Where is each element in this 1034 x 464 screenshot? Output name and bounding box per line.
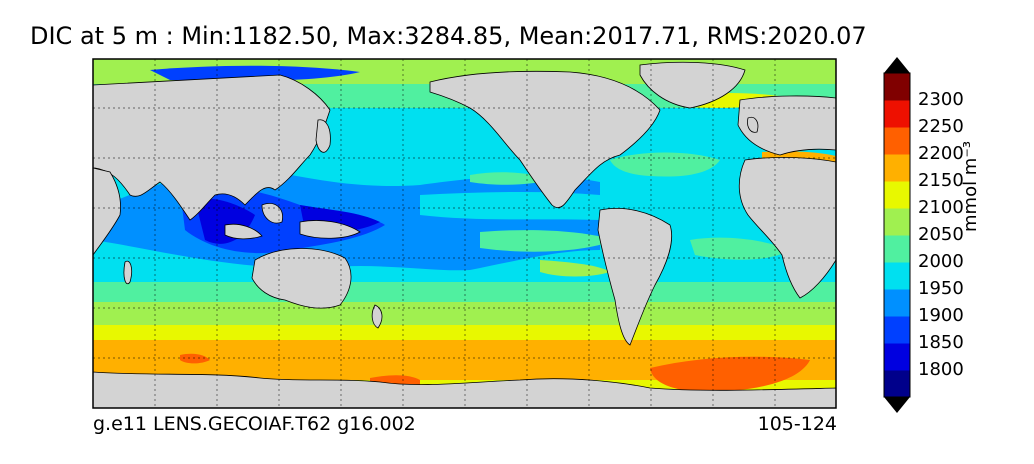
- colorbar-unit-label: mmol m⁻³: [960, 140, 981, 232]
- southern-ocean-patch-1: [180, 353, 210, 364]
- colorbar-segment: [884, 208, 910, 236]
- graticule: [93, 59, 836, 408]
- north-america: [429, 70, 661, 209]
- footer-year-range: 105-124: [757, 413, 837, 435]
- colorbar-segment: [884, 316, 910, 344]
- cold-tongue: [420, 191, 600, 220]
- sumatra-java: [224, 223, 263, 240]
- arctic-shelf: [150, 65, 360, 82]
- new-zealand: [371, 304, 383, 329]
- colorbar-tick-label: 2000: [918, 251, 964, 272]
- colorbar-segment: [884, 100, 910, 128]
- new-guinea: [299, 220, 361, 239]
- colorbar-tick-label: 2300: [918, 89, 964, 110]
- map-frame: [92, 58, 837, 409]
- colorbar-segment: [884, 289, 910, 317]
- colorbar-segment: [884, 154, 910, 182]
- south-america: [597, 207, 673, 346]
- europe: [737, 95, 836, 156]
- colorbar-tick-label: 1850: [918, 332, 964, 353]
- british-isles: [747, 116, 759, 133]
- colorbar-segment: [884, 370, 910, 398]
- southeast-pacific-high: [540, 260, 610, 277]
- map-title: DIC at 5 m : Min:1182.50, Max:3284.85, M…: [30, 22, 867, 50]
- colorbar-segment: [884, 73, 910, 101]
- colorbar-tick-label: 2150: [918, 170, 964, 191]
- colorbar-tick-label: 2050: [918, 224, 964, 245]
- north-atlantic-gyre: [610, 152, 720, 177]
- africa-east-edge: [93, 167, 121, 256]
- greenland: [639, 61, 746, 109]
- colorbar-segment: [884, 262, 910, 290]
- colorbar-segment: [884, 181, 910, 209]
- australia: [251, 248, 352, 309]
- colorbar-tick-label: 1900: [918, 305, 964, 326]
- borneo: [261, 203, 283, 224]
- colorbar-frame: [883, 72, 911, 398]
- weddell-sea: [650, 356, 810, 392]
- colorbar-segment: [884, 343, 910, 371]
- colorbar-tick-label: 2250: [918, 116, 964, 137]
- colorbar-max-extension: [884, 57, 910, 73]
- colorbar-tick-label: 1950: [918, 278, 964, 299]
- colorbar-segment: [884, 127, 910, 155]
- colorbar: [883, 57, 911, 413]
- colorbar-tick-label: 1800: [918, 359, 964, 380]
- africa: [738, 156, 836, 299]
- footer-run-id: g.e11 LENS.GECOIAF.T62 g16.002: [93, 413, 416, 435]
- colorbar-segment: [884, 235, 910, 263]
- colorbar-tick-label: 2200: [918, 143, 964, 164]
- colorbar-tick-label: 2100: [918, 197, 964, 218]
- colorbar-min-extension: [884, 397, 910, 413]
- south-pacific-gyre: [480, 230, 615, 252]
- japan: [315, 119, 331, 153]
- south-atlantic-gyre: [690, 237, 790, 260]
- madagascar: [123, 260, 133, 285]
- equatorial-atlantic: [670, 202, 760, 225]
